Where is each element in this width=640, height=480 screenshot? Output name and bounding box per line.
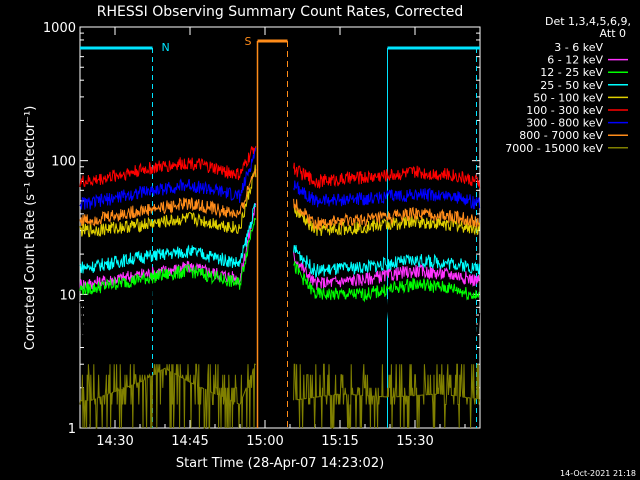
plot-region: 14:30 14:45 15:00 15:15 15:30 1 10 100 1000 N S [43, 21, 481, 449]
series-line [79, 164, 481, 238]
legend-label: 50 - 100 keV [533, 91, 603, 104]
legend-header-line2: Att 0 [600, 27, 626, 40]
legend-label: 300 - 800 keV [526, 117, 603, 130]
chart-title: RHESSI Observing Summary Count Rates, Co… [97, 4, 463, 20]
legend-label: 25 - 50 keV [540, 79, 603, 92]
saa-label: S [245, 35, 252, 48]
y-tick-label: 1 [68, 422, 76, 437]
series-line [79, 363, 481, 429]
series-line [79, 146, 481, 190]
x-tick-label: 15:15 [321, 434, 358, 449]
series-line [79, 169, 480, 230]
legend-label: 12 - 25 keV [540, 66, 603, 79]
legend-label: 100 - 300 keV [526, 104, 603, 117]
x-axis-label: Start Time (28-Apr-07 14:23:02) [176, 456, 384, 471]
night-label: N [162, 41, 170, 54]
footer-timestamp: 14-Oct-2021 21:18 [560, 469, 636, 478]
x-tick-label: 14:45 [171, 434, 208, 449]
legend-label: 800 - 7000 keV [519, 129, 603, 142]
series-line [79, 226, 481, 349]
y-tick-label: 10 [59, 288, 76, 303]
series-line [79, 147, 481, 210]
y-axis-label: Corrected Count Rate (s⁻¹ detector⁻¹) [23, 106, 38, 351]
legend-header-line1: Det 1,3,4,5,6,9, [545, 15, 631, 28]
series-line [79, 218, 480, 303]
legend-label: 7000 - 15000 keV [505, 142, 603, 155]
legend-label: 3 - 6 keV [554, 41, 603, 54]
x-tick-label: 15:30 [396, 434, 433, 449]
y-tick-label: 100 [51, 155, 76, 170]
series-line [79, 203, 481, 279]
x-tick-label: 14:30 [96, 434, 133, 449]
y-tick-label: 1000 [43, 21, 76, 36]
legend-label: 6 - 12 keV [547, 54, 603, 67]
x-tick-label: 15:00 [246, 434, 283, 449]
